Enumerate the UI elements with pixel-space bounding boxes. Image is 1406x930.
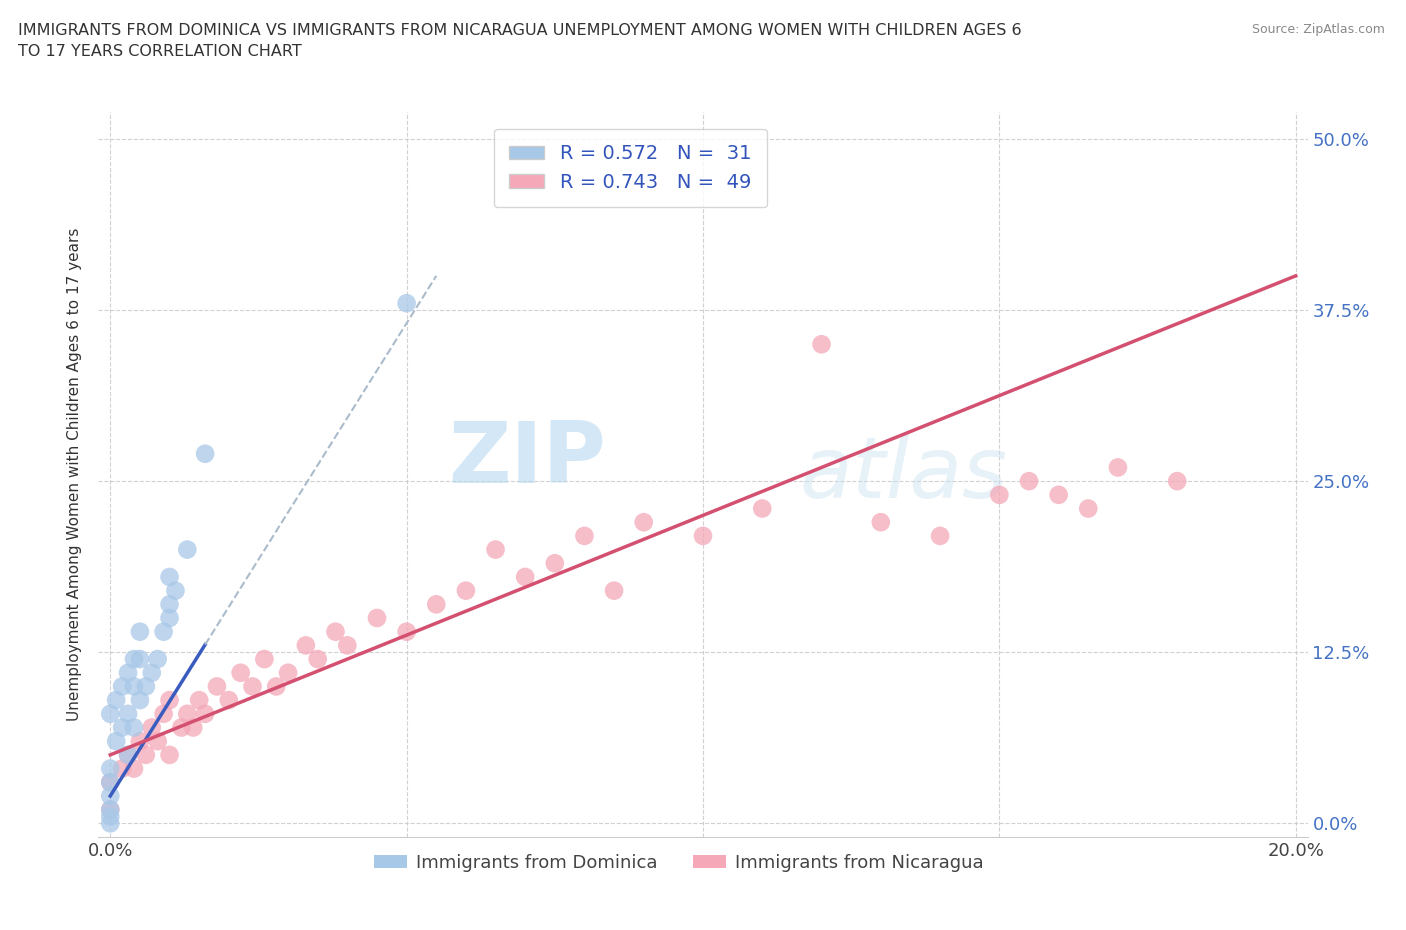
Point — [152, 624, 174, 639]
Point — [454, 583, 477, 598]
Point — [98, 775, 121, 790]
Point — [146, 734, 169, 749]
Point — [105, 693, 128, 708]
Point — [194, 446, 217, 461]
Point — [336, 638, 359, 653]
Point — [1107, 460, 1129, 475]
Text: IMMIGRANTS FROM DOMINICA VS IMMIGRANTS FROM NICARAGUA UNEMPLOYMENT AMONG WOMEN W: IMMIGRANTS FROM DOMINICA VS IMMIGRANTS F… — [18, 23, 1022, 60]
Point — [1047, 487, 1070, 502]
Point — [159, 693, 181, 708]
Point — [170, 720, 193, 735]
Point — [135, 748, 157, 763]
Point — [159, 748, 181, 763]
Point — [988, 487, 1011, 502]
Point — [1018, 473, 1040, 488]
Point — [176, 707, 198, 722]
Text: atlas: atlas — [800, 432, 1008, 516]
Point — [544, 556, 567, 571]
Point — [295, 638, 318, 653]
Point — [515, 569, 537, 584]
Point — [111, 761, 134, 776]
Point — [194, 707, 217, 722]
Point — [229, 665, 252, 680]
Point — [181, 720, 204, 735]
Point — [205, 679, 228, 694]
Point — [242, 679, 264, 694]
Point — [253, 652, 276, 667]
Point — [98, 816, 121, 830]
Point — [1166, 473, 1188, 488]
Point — [325, 624, 347, 639]
Point — [264, 679, 287, 694]
Y-axis label: Unemployment Among Women with Children Ages 6 to 17 years: Unemployment Among Women with Children A… — [66, 228, 82, 721]
Point — [692, 528, 714, 543]
Point — [176, 542, 198, 557]
Point — [129, 652, 152, 667]
Point — [603, 583, 626, 598]
Point — [111, 720, 134, 735]
Point — [152, 707, 174, 722]
Point — [141, 720, 163, 735]
Point — [117, 748, 139, 763]
Point — [117, 748, 139, 763]
Point — [159, 597, 181, 612]
Point — [366, 611, 388, 626]
Point — [929, 528, 952, 543]
Point — [98, 803, 121, 817]
Point — [98, 803, 121, 817]
Point — [484, 542, 506, 557]
Point — [129, 693, 152, 708]
Point — [159, 611, 181, 626]
Point — [98, 761, 121, 776]
Point — [395, 296, 418, 311]
Point — [122, 720, 145, 735]
Point — [129, 734, 152, 749]
Point — [117, 665, 139, 680]
Point — [810, 337, 832, 352]
Point — [574, 528, 596, 543]
Legend: Immigrants from Dominica, Immigrants from Nicaragua: Immigrants from Dominica, Immigrants fro… — [367, 846, 991, 879]
Point — [146, 652, 169, 667]
Point — [135, 679, 157, 694]
Point — [122, 652, 145, 667]
Text: ZIP: ZIP — [449, 418, 606, 501]
Point — [869, 515, 891, 530]
Text: Source: ZipAtlas.com: Source: ZipAtlas.com — [1251, 23, 1385, 36]
Point — [395, 624, 418, 639]
Point — [122, 679, 145, 694]
Point — [159, 569, 181, 584]
Point — [1077, 501, 1099, 516]
Point — [141, 665, 163, 680]
Point — [98, 775, 121, 790]
Point — [165, 583, 187, 598]
Point — [633, 515, 655, 530]
Point — [218, 693, 240, 708]
Point — [188, 693, 211, 708]
Point — [122, 761, 145, 776]
Point — [307, 652, 329, 667]
Point — [751, 501, 773, 516]
Point — [425, 597, 447, 612]
Point — [129, 624, 152, 639]
Point — [117, 707, 139, 722]
Point — [98, 789, 121, 804]
Point — [105, 734, 128, 749]
Point — [98, 707, 121, 722]
Point — [277, 665, 299, 680]
Point — [111, 679, 134, 694]
Point — [98, 809, 121, 824]
